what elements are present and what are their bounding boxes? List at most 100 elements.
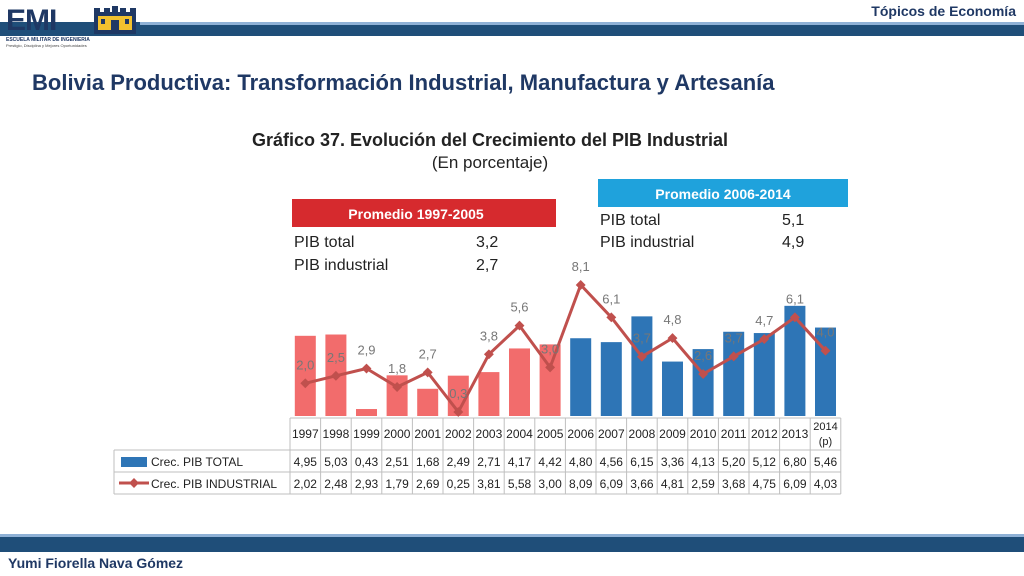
point-industrial-2013: [789, 312, 800, 323]
label-industrial-2006: 8,1: [572, 259, 590, 274]
label-industrial-2008: 3,7: [633, 331, 651, 346]
box-1997-2005-label-industrial: PIB industrial: [294, 257, 388, 274]
tick-label-2013: 2013: [782, 427, 809, 441]
table-value-industrial-2004: 5,58: [508, 477, 532, 491]
bar-total-2009: [662, 361, 683, 416]
point-industrial-2007: [606, 312, 617, 323]
bar-total-2012: [753, 333, 775, 416]
bar-total-2014: [815, 327, 836, 416]
table-value-industrial-2008: 3,66: [630, 477, 654, 491]
table-value-industrial-2011: 3,68: [722, 477, 746, 491]
table-value-total-2014: 5,46: [814, 455, 838, 469]
label-industrial-2001: 2,7: [419, 346, 437, 361]
header-accent: [140, 22, 1024, 25]
point-industrial-2006: [575, 279, 586, 290]
topic-label: Tópicos de Economía: [871, 3, 1016, 19]
table-value-industrial-1999: 2,93: [355, 477, 379, 491]
chart-subtitle: (En porcentaje): [431, 153, 549, 172]
tick-label-2003: 2003: [476, 427, 503, 441]
point-industrial-2000: [392, 382, 403, 392]
tick-label-2014-p: (p): [819, 436, 832, 448]
line-industrial: [304, 283, 827, 414]
table-value-total-2000: 2,51: [385, 455, 409, 469]
box-1997-2005-value-total: 3,2: [476, 234, 498, 251]
bar-total-2007: [600, 342, 622, 416]
table-value-total-2013: 6,80: [783, 455, 807, 469]
label-industrial-2012: 4,7: [755, 313, 773, 328]
box-1997-2005-value-industrial: 2,7: [476, 257, 498, 274]
table-value-industrial-2000: 1,79: [385, 477, 409, 491]
box-1997-2005-label-total: PIB total: [294, 234, 354, 251]
table-value-total-2010: 4,13: [691, 455, 715, 469]
table-value-total-2012: 5,12: [753, 455, 777, 469]
tick-label-2000: 2000: [384, 427, 411, 441]
tick-label-2008: 2008: [629, 427, 656, 441]
table-value-industrial-2005: 3,00: [538, 477, 562, 491]
tick-label-2009: 2009: [659, 427, 686, 441]
point-industrial-1999: [361, 363, 372, 374]
table-value-total-2009: 3,36: [661, 455, 685, 469]
label-industrial-1998: 2,5: [327, 350, 345, 365]
table-value-total-1999: 0,43: [355, 455, 379, 469]
box-2006-2014-header: [598, 179, 848, 207]
box-1997-2005-header: [292, 199, 556, 227]
table-value-industrial-2009: 4,81: [661, 477, 685, 491]
box-1997-2005-title: Promedio 1997-2005: [348, 206, 484, 222]
tick-label-2004: 2004: [506, 427, 533, 441]
table-value-total-1997: 4,95: [294, 455, 318, 469]
table-value-total-2005: 4,42: [538, 455, 562, 469]
table-value-industrial-1997: 2,02: [294, 477, 318, 491]
bar-total-1997: [294, 335, 316, 416]
label-industrial-1999: 2,9: [357, 343, 375, 358]
tick-label-2001: 2001: [414, 427, 441, 441]
label-industrial-1997: 2,0: [296, 357, 314, 372]
box-2006-2014-value-industrial: 4,9: [782, 234, 804, 251]
bar-total-2004: [509, 348, 530, 416]
point-industrial-1997: [300, 378, 311, 389]
table-value-industrial-1998: 2,48: [324, 477, 348, 491]
tick-label-2007: 2007: [598, 427, 625, 441]
table-value-total-2011: 5,20: [722, 455, 746, 469]
label-industrial-2009: 4,8: [663, 312, 681, 327]
table-value-total-2002: 2,49: [447, 455, 471, 469]
tick-label-1999: 1999: [353, 427, 380, 441]
label-industrial-2007: 6,1: [602, 291, 620, 306]
point-industrial-2012: [759, 334, 770, 344]
table-value-industrial-2001: 2,69: [416, 477, 440, 491]
tick-label-2011: 2011: [721, 427, 747, 441]
bar-total-1999: [356, 409, 377, 416]
footer-accent: [0, 534, 1024, 537]
table-value-industrial-2012: 4,75: [753, 477, 777, 491]
bar-total-2013: [784, 305, 806, 416]
tick-label-2010: 2010: [690, 427, 717, 441]
table-value-total-2006: 4,80: [569, 455, 593, 469]
legend-swatch-total: [121, 457, 147, 467]
point-industrial-2009: [667, 333, 678, 344]
tick-label-2014: 2014: [813, 421, 837, 433]
table-value-total-1998: 5,03: [324, 455, 348, 469]
emi-logo: EMI ESCUELA MILITAR DE INGENIERIA Presti…: [6, 4, 138, 48]
box-2006-2014-label-total: PIB total: [600, 212, 660, 229]
point-industrial-2003: [483, 349, 494, 360]
label-industrial-2013: 6,1: [786, 291, 804, 306]
table-value-total-2001: 1,68: [416, 455, 440, 469]
bar-total-2003: [478, 372, 500, 416]
bar-total-2006: [570, 338, 592, 416]
tick-label-2005: 2005: [537, 427, 564, 441]
legend-swatch-marker: [129, 478, 139, 488]
label-industrial-2014: 4,0: [816, 325, 834, 340]
table-value-industrial-2014: 4,03: [814, 477, 838, 491]
tick-label-2012: 2012: [751, 427, 778, 441]
bar-total-2001: [417, 388, 439, 416]
point-industrial-2008: [636, 351, 647, 362]
header-bar: [0, 22, 1024, 36]
box-2006-2014-label-industrial: PIB industrial: [600, 234, 694, 251]
point-industrial-2005: [545, 362, 556, 373]
slide-title: Bolivia Productiva: Transformación Indus…: [32, 70, 775, 95]
point-industrial-1998: [330, 370, 341, 381]
tick-label-2002: 2002: [445, 427, 472, 441]
table-value-industrial-2013: 6,09: [783, 477, 807, 491]
label-industrial-2010: 2,6: [694, 348, 712, 363]
point-industrial-2011: [728, 351, 739, 362]
